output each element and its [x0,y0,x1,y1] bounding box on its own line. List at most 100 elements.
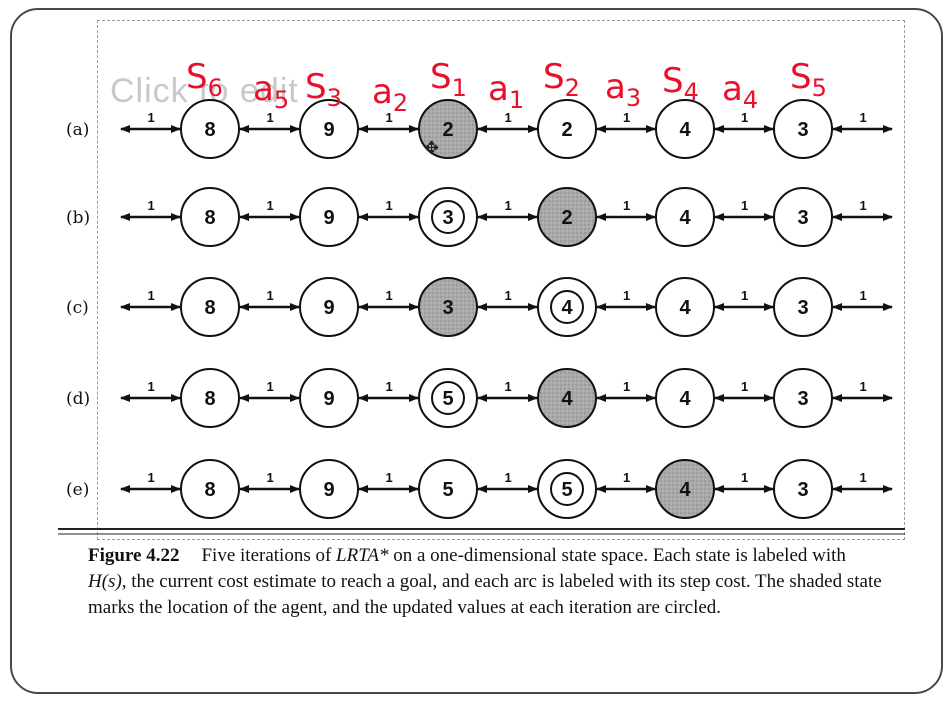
arc-cost-label: 1 [623,198,630,213]
handwritten-label: S3 [305,67,342,112]
node-circle [180,187,240,247]
node-circle [299,187,359,247]
node-circle [418,368,478,428]
row-2: (b) 1 1 1 1 1 1 1 8 9 3 2 4 3 [66,187,893,247]
handwritten-label: S6 [186,57,223,102]
row-label: (d) [66,389,90,409]
state-node: 4 [655,277,715,337]
caption-text-1: Five iterations of [201,545,337,566]
node-circle [537,187,597,247]
arc-cost-label: 1 [267,110,274,125]
node-circle [655,459,715,519]
state-node: 4 [655,368,715,428]
node-value: 9 [323,119,334,141]
caption-text-2: on a one-dimensional state space. Each s… [388,545,846,566]
arc-cost-label: 1 [267,198,274,213]
handwritten-label: S4 [662,61,699,106]
node-circle [418,99,478,159]
caption-algo: LRTA* [336,545,389,566]
node-circle [655,368,715,428]
arc-cost-label: 1 [623,379,630,394]
arc-cost-label: 1 [386,379,393,394]
arc-cost-label: 1 [267,470,274,485]
node-value: 4 [679,297,691,319]
state-node: 4 [655,187,715,247]
arc-cost-label: 1 [505,379,512,394]
state-node: 5 [537,459,597,519]
node-value: 9 [323,388,334,410]
state-node: 5 [418,368,478,428]
node-value: 8 [204,207,215,229]
row-4: (d) 1 1 1 1 1 1 1 8 9 5 4 4 3 [66,368,893,428]
arc-cost-label: 1 [148,198,155,213]
node-circle [655,277,715,337]
node-circle [180,277,240,337]
state-node: 3 [773,187,833,247]
state-node: 5 [418,459,478,519]
node-value: 5 [561,479,572,501]
state-node: 2 [537,99,597,159]
node-value: 8 [204,388,215,410]
arc-cost-label: 1 [148,470,155,485]
node-value: 4 [679,207,691,229]
arc-cost-label: 1 [148,288,155,303]
node-circle [655,99,715,159]
mouse-cursor-icon: ✥ [424,138,440,159]
arc-cost-label: 1 [860,470,867,485]
updated-value-ring [550,290,584,324]
node-value: 3 [797,119,808,141]
node-circle [418,187,478,247]
node-circle [299,368,359,428]
arc-cost-label: 1 [505,288,512,303]
node-value: 2 [561,119,572,141]
arc-cost-label: 1 [148,379,155,394]
row-1: (a) 1 1 1 1 1 1 1 8 9 2 2 4 3 [66,99,893,159]
node-value: 3 [797,388,808,410]
state-node: 9 [299,368,359,428]
arc-cost-label: 1 [860,110,867,125]
state-node: 9 [299,277,359,337]
row-label: (e) [66,480,89,500]
node-circle [537,99,597,159]
node-circle [655,187,715,247]
arc-cost-label: 1 [386,470,393,485]
handwritten-label: a4 [722,69,758,114]
state-node: 8 [180,368,240,428]
caption-hs: H(s) [88,571,122,592]
arc-cost-label: 1 [623,110,630,125]
arc-cost-label: 1 [148,110,155,125]
arc-cost-label: 1 [860,288,867,303]
state-node: 3 [773,368,833,428]
node-circle [773,368,833,428]
state-node: 8 [180,459,240,519]
node-circle [773,187,833,247]
arc-cost-label: 1 [741,110,748,125]
handwritten-label: S2 [543,57,580,102]
row-label: (c) [66,298,89,318]
handwritten-label: a2 [372,72,408,117]
node-value: 4 [561,388,573,410]
state-node: 3 [773,99,833,159]
state-node: 9 [299,99,359,159]
state-node: 9 [299,187,359,247]
arc-cost-label: 1 [505,198,512,213]
state-node: 3 [773,277,833,337]
arc-cost-label: 1 [741,470,748,485]
node-value: 2 [561,207,572,229]
arc-cost-label: 1 [860,198,867,213]
node-value: 3 [442,297,453,319]
state-node: 8 [180,99,240,159]
row-label: (b) [66,208,90,228]
node-circle [773,459,833,519]
content-placeholder[interactable] [97,20,905,540]
handwritten-label: a3 [605,67,641,112]
state-node: 8 [180,187,240,247]
arc-cost-label: 1 [267,288,274,303]
handwritten-label: S5 [790,57,827,102]
node-value: 4 [679,119,691,141]
state-node: 3 [773,459,833,519]
arc-cost-label: 1 [386,110,393,125]
node-circle [180,459,240,519]
handwritten-label: a1 [488,69,524,114]
arc-cost-label: 1 [741,198,748,213]
